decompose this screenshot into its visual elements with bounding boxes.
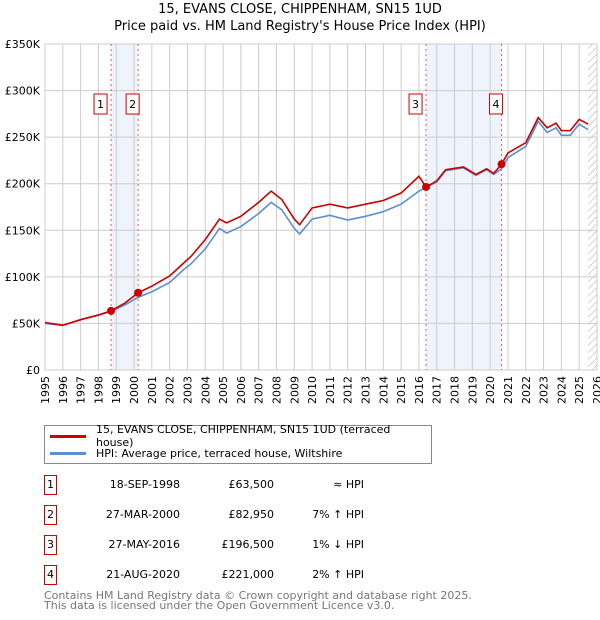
sale-label: 3	[412, 98, 419, 111]
legend-hpi-swatch	[50, 451, 86, 455]
sale-point	[134, 288, 143, 297]
footer-copyright: Contains HM Land Registry data © Crown c…	[44, 589, 472, 602]
legend-property-label: 15, EVANS CLOSE, CHIPPENHAM, SN15 1UD (t…	[95, 423, 391, 449]
plot-frame	[44, 43, 598, 371]
y-tick-label: £50K	[12, 317, 41, 330]
sale-label: 4	[493, 98, 500, 111]
transaction-hpi-diff: 7% ↑ HPI	[312, 508, 364, 521]
x-tick-label: 2011	[324, 376, 337, 404]
transaction-hpi-diff: 1% ↓ HPI	[312, 538, 364, 551]
x-tick-label: 2018	[449, 376, 462, 404]
x-tick-label: 2013	[360, 376, 373, 404]
transaction-date: 27-MAY-2016	[108, 538, 180, 551]
footer: Contains HM Land Registry data © Crown c…	[44, 589, 472, 612]
legend: 15, EVANS CLOSE, CHIPPENHAM, SN15 1UD (t…	[44, 423, 432, 464]
x-tick-label: 2019	[466, 376, 479, 404]
transaction-number: 4	[44, 565, 57, 585]
sale-label: 2	[129, 98, 136, 111]
x-tick-label: 1996	[57, 376, 70, 404]
x-tick-label: 2008	[270, 376, 283, 404]
sale-point	[497, 160, 506, 169]
y-tick-label: £150K	[5, 224, 41, 237]
y-tick-label: £350K	[5, 38, 41, 51]
x-tick-label: 2002	[164, 376, 177, 404]
x-tick-label: 2004	[199, 376, 212, 404]
x-tick-label: 2020	[484, 376, 497, 404]
transaction-price: £221,000	[221, 568, 275, 581]
property-series-line	[44, 116, 589, 327]
x-tick-label: 2007	[253, 376, 266, 404]
sale-point	[422, 182, 431, 191]
price-chart: 1995 1996 1997 1998 1999 2000 2001 2002 2003 2004…	[5, 38, 600, 404]
transaction-hpi-diff: 2% ↑ HPI	[312, 568, 364, 581]
x-tick-label: 2026	[591, 376, 600, 404]
x-tick-label: 2012	[342, 376, 355, 404]
transaction-date: 21-AUG-2020	[106, 568, 180, 581]
x-tick-label: 1998	[92, 376, 105, 404]
transaction-row: 3 27-MAY-2016 £196,500 1% ↓ HPI	[44, 535, 404, 555]
x-tick-label: 2014	[377, 376, 390, 404]
transaction-row: 4 21-AUG-2020 £221,000 2% ↑ HPI	[44, 565, 404, 585]
transaction-number: 3	[44, 535, 57, 555]
x-tick-label: 2010	[306, 376, 319, 404]
shaded-range	[426, 44, 502, 370]
transaction-date: 27-MAR-2000	[105, 508, 180, 521]
x-tick-label: 2016	[413, 376, 426, 404]
x-tick-label: 2001	[146, 376, 159, 404]
x-tick-label: 2025	[573, 376, 586, 404]
x-tick-label: 1995	[39, 376, 52, 404]
x-tick-label: 2006	[235, 376, 248, 404]
y-tick-label: £250K	[5, 131, 41, 144]
sale-label: 1	[97, 98, 104, 111]
x-tick-label: 2015	[395, 376, 408, 404]
transaction-price: £196,500	[221, 538, 275, 551]
transaction-row: 1 18-SEP-1998 £63,500 ≈ HPI	[44, 475, 404, 495]
sale-label-box	[489, 93, 504, 115]
x-tick-label: 2017	[431, 376, 444, 404]
y-tick-label: £0	[26, 364, 40, 377]
x-tick-label: 2021	[502, 376, 515, 404]
transaction-number: 1	[44, 475, 57, 495]
x-tick-label: 2024	[555, 376, 568, 404]
transaction-date: 18-SEP-1998	[109, 478, 180, 491]
sale-point	[107, 306, 116, 315]
x-tick-label: 2022	[520, 376, 533, 404]
forecast-hatch	[588, 44, 597, 370]
transaction-row: 2 27-MAR-2000 £82,950 7% ↑ HPI	[44, 505, 404, 525]
x-tick-label: 1999	[110, 376, 123, 404]
chart-subtitle: Price paid vs. HM Land Registry's House …	[114, 19, 486, 34]
chart-title: 15, EVANS CLOSE, CHIPPENHAM, SN15 1UD	[158, 2, 442, 17]
x-tick-label: 2005	[217, 376, 230, 404]
y-tick-label: £200K	[5, 178, 41, 191]
footer-licence: This data is licensed under the Open Gov…	[44, 599, 395, 612]
x-tick-label: 2023	[538, 376, 551, 404]
x-tick-label: 1997	[75, 376, 88, 404]
x-tick-label: 2000	[128, 376, 141, 404]
transaction-number: 2	[44, 505, 57, 525]
y-tick-label: £100K	[5, 271, 41, 284]
hpi-series-line	[44, 119, 589, 327]
legend-hpi-label: HPI: Average price, terraced house, Wilt…	[96, 446, 343, 460]
transaction-hpi-diff: ≈ HPI	[333, 478, 364, 491]
sale-label-box	[408, 93, 423, 115]
sale-label-box	[93, 93, 108, 115]
legend-property-swatch	[50, 434, 86, 438]
y-tick-label: £300K	[5, 85, 41, 98]
transaction-price: £63,500	[228, 478, 275, 491]
x-tick-label: 2009	[288, 376, 301, 404]
transaction-price: £82,950	[228, 508, 275, 521]
x-tick-label: 2003	[181, 376, 194, 404]
sale-label-box	[125, 93, 140, 115]
